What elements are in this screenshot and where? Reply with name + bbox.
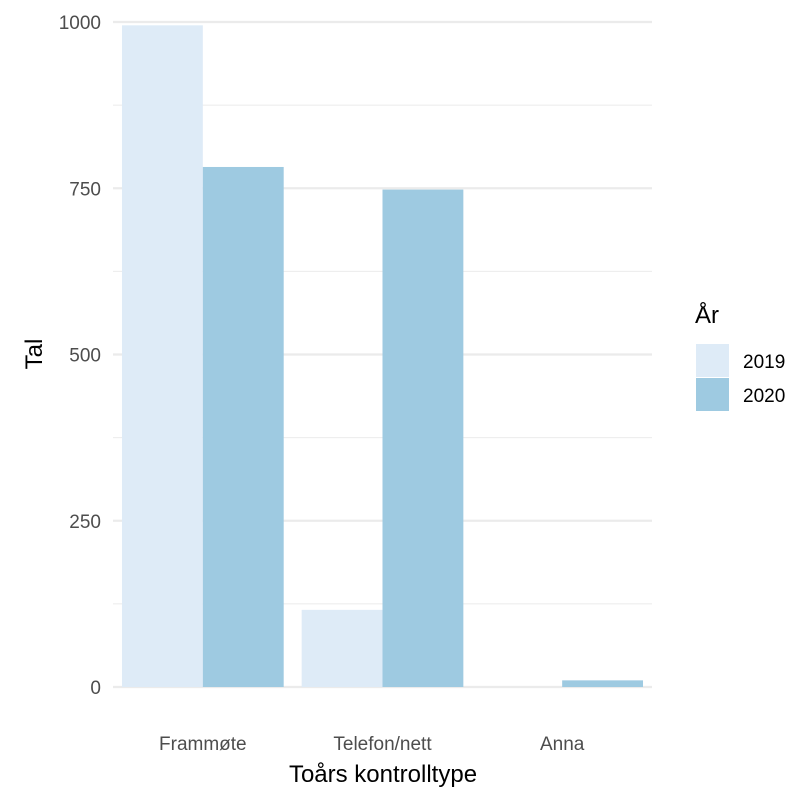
legend-title: År [695,301,719,329]
bar-2020-1 [382,189,464,687]
legend-swatch-2020 [696,378,729,411]
y-axis-ticks: 0 250 500 750 1000 [59,13,101,699]
y-tick-label: 0 [90,678,101,699]
y-axis-title: Tal [21,339,48,370]
bar-2019-0 [121,25,203,687]
bar-2019-1 [301,609,383,687]
x-tick-label: Anna [540,734,585,755]
y-tick-label: 500 [69,346,101,367]
legend: År 2019 2020 [695,301,785,411]
x-axis-ticks: Frammøte Telefon/nett Anna [159,734,585,755]
bar-2020-2 [562,680,644,687]
x-axis-title: Toårs kontrolltype [289,761,477,788]
y-tick-label: 1000 [59,13,101,34]
x-tick-label: Telefon/nett [333,734,432,755]
x-tick-label: Frammøte [159,734,247,755]
y-tick-label: 250 [69,512,101,533]
legend-swatch-2019 [696,344,729,377]
bar-2020-0 [202,166,284,688]
legend-label-2019: 2019 [743,352,785,373]
legend-label-2020: 2020 [743,386,785,407]
y-tick-label: 750 [69,179,101,200]
bars [121,25,644,688]
